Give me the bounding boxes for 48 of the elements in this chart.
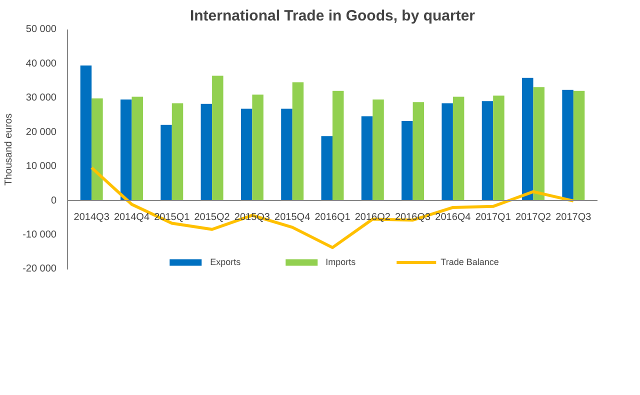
legend-label: Imports [326,257,356,267]
bar [252,94,264,201]
chart-title: International Trade in Goods, by quarter [190,8,476,24]
x-tick-label: 2016Q4 [435,212,472,223]
bar [120,99,132,201]
bar [412,102,424,201]
bar [562,90,574,201]
x-tick-label: 2016Q1 [314,212,351,223]
x-tick-label: 2015Q2 [194,212,230,223]
x-tick-label: 2017Q1 [475,212,512,223]
y-tick-label: -10 000 [22,230,57,241]
bar [92,98,103,201]
bar [402,121,413,201]
legend-label: Trade Balance [440,257,499,267]
x-tick-label: 2014Q3 [74,212,110,223]
x-tick-label: 2014Q4 [114,212,150,223]
bar [533,87,544,201]
bar [442,103,453,201]
bar [200,104,212,201]
bar [372,99,384,201]
bar [361,116,373,201]
x-tick-label: 2017Q2 [515,212,552,223]
bar [482,101,494,201]
bar [240,108,252,201]
bar [493,96,504,201]
y-tick-label: 50 000 [26,24,57,35]
bar [292,82,304,201]
bar [452,96,464,201]
bar [212,76,224,201]
x-tick-label: 2017Q3 [556,212,592,223]
bar [321,136,332,201]
bar [281,108,292,201]
bar [522,78,534,201]
y-tick-label: -20 000 [22,264,57,274]
y-tick-label: 10 000 [26,161,57,172]
bar [332,90,344,201]
bar [172,103,184,201]
y-tick-label: 20 000 [26,126,57,138]
bar [160,124,172,201]
legend-label: Exports [210,257,241,267]
y-tick-label: 30 000 [26,92,57,104]
x-tick-label: 2015Q4 [274,212,311,223]
y-axis-title: Thousand euros [4,113,15,186]
bar [132,96,143,201]
bar [573,90,585,201]
y-tick-label: 40 000 [26,58,57,70]
bar [80,66,92,201]
y-tick-label: 0 [50,195,57,206]
